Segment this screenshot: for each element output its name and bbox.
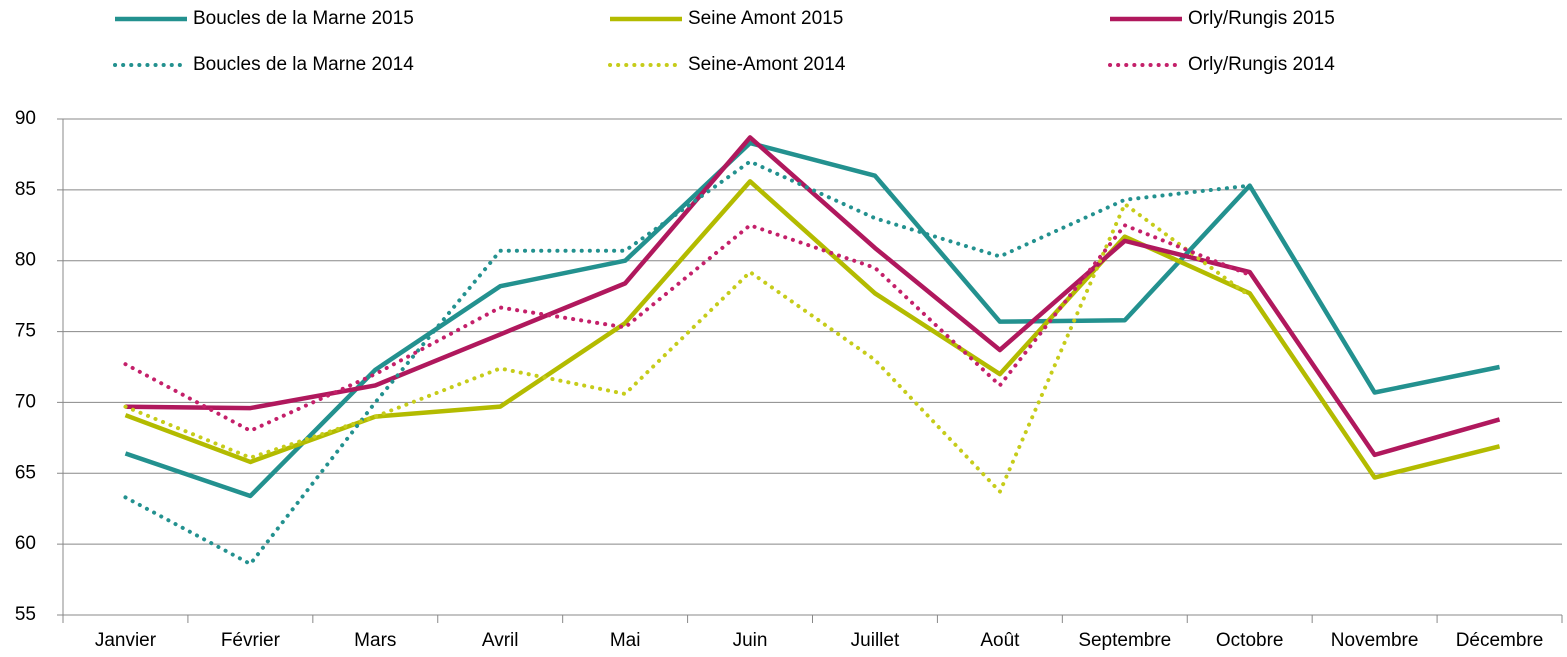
y-tick-label: 65: [15, 462, 36, 483]
series-line: [125, 135, 1501, 458]
x-tick-label: Avril: [482, 630, 519, 651]
legend-label: Seine-Amont 2014: [688, 54, 846, 75]
x-tick-label: Février: [221, 630, 281, 651]
x-tick-label: Août: [980, 630, 1020, 651]
x-tick-label: Mai: [610, 630, 641, 651]
legend-label: Boucles de la Marne 2015: [193, 8, 414, 29]
x-tick-label: Juillet: [851, 630, 900, 651]
x-tick-label: Janvier: [95, 630, 157, 651]
legend-label: Boucles de la Marne 2014: [193, 54, 414, 75]
x-tick-label: Novembre: [1331, 630, 1419, 651]
x-tick-label: Octobre: [1216, 630, 1284, 651]
x-tick-label: Mars: [354, 630, 396, 651]
x-tick-label: Septembre: [1078, 630, 1171, 651]
y-tick-label: 90: [15, 108, 36, 129]
y-tick-label: 85: [15, 179, 36, 200]
legend-label: Orly/Rungis 2014: [1188, 54, 1335, 75]
legend-label: Seine Amont 2015: [688, 8, 843, 29]
x-tick-label: Décembre: [1456, 630, 1544, 651]
y-tick-label: 60: [15, 533, 36, 554]
y-tick-label: 80: [15, 250, 36, 271]
x-tick-label: Juin: [733, 630, 768, 651]
series-line: [123, 159, 1252, 567]
y-tick-label: 55: [15, 604, 36, 625]
y-tick-label: 70: [15, 391, 36, 412]
y-tick-label: 75: [15, 321, 36, 342]
series-line: [124, 179, 1501, 480]
series-line: [123, 200, 1252, 496]
series-line: [123, 222, 1252, 433]
series-line: [124, 140, 1500, 499]
legend-label: Orly/Rungis 2015: [1188, 8, 1335, 29]
